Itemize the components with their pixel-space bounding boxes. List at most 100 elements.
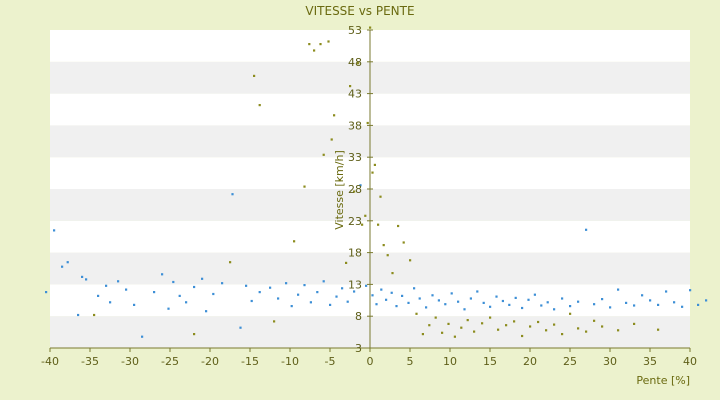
- data-point: [81, 275, 84, 278]
- data-point: [53, 229, 56, 232]
- data-point: [457, 300, 460, 303]
- data-point: [697, 303, 700, 306]
- y-tick-label: 3: [355, 342, 362, 355]
- data-point: [201, 277, 204, 280]
- data-point: [460, 326, 463, 329]
- x-tick-label: -15: [241, 355, 259, 368]
- x-tick-label: -35: [81, 355, 99, 368]
- data-point: [239, 326, 242, 329]
- x-tick-label: 15: [483, 355, 497, 368]
- data-point: [313, 49, 316, 52]
- data-point: [463, 308, 466, 311]
- data-point: [322, 280, 325, 283]
- data-point: [133, 303, 136, 306]
- data-point: [229, 261, 232, 264]
- data-point: [421, 333, 424, 336]
- data-point: [153, 291, 156, 294]
- x-tick-label: -40: [41, 355, 59, 368]
- data-point: [273, 320, 276, 323]
- data-point: [297, 293, 300, 296]
- data-point: [540, 304, 543, 307]
- data-point: [141, 335, 144, 338]
- data-point: [345, 261, 348, 264]
- data-point: [293, 240, 296, 243]
- data-point: [561, 333, 564, 336]
- data-point: [231, 193, 234, 196]
- x-tick-label: -5: [325, 355, 336, 368]
- y-tick-label: 13: [348, 278, 362, 291]
- data-point: [359, 184, 362, 187]
- y-tick-label: 33: [348, 151, 362, 164]
- data-point: [407, 301, 410, 304]
- data-point: [553, 323, 556, 326]
- data-point: [609, 306, 612, 309]
- data-point: [97, 294, 100, 297]
- data-point: [561, 297, 564, 300]
- data-point: [466, 319, 469, 322]
- data-point: [308, 43, 311, 46]
- data-point: [205, 310, 208, 313]
- data-point: [473, 330, 476, 333]
- data-point: [482, 301, 485, 304]
- data-point: [585, 228, 588, 231]
- data-point: [346, 300, 349, 303]
- data-point: [349, 85, 352, 88]
- x-tick-label: -10: [281, 355, 299, 368]
- data-point: [447, 322, 450, 325]
- data-point: [371, 294, 374, 297]
- data-point: [258, 291, 261, 294]
- data-point: [185, 301, 188, 304]
- data-point: [453, 335, 456, 338]
- data-point: [382, 244, 385, 247]
- data-point: [665, 290, 668, 293]
- data-point: [66, 261, 69, 264]
- x-tick-label: 0: [367, 355, 374, 368]
- data-point: [178, 294, 181, 297]
- data-point: [585, 330, 588, 333]
- data-point: [569, 312, 572, 315]
- x-tick-label: -20: [201, 355, 219, 368]
- data-point: [330, 138, 333, 141]
- data-point: [386, 254, 389, 257]
- x-tick-label: -25: [161, 355, 179, 368]
- data-point: [390, 291, 393, 294]
- data-point: [537, 320, 540, 324]
- data-points: [45, 26, 708, 338]
- data-point: [705, 299, 708, 302]
- data-point: [212, 292, 215, 296]
- x-tick-label: 35: [643, 355, 657, 368]
- data-point: [413, 287, 416, 290]
- data-point: [109, 301, 112, 304]
- data-point: [45, 291, 48, 294]
- data-point: [476, 290, 479, 293]
- data-point: [402, 241, 405, 244]
- data-point: [373, 163, 376, 166]
- data-point: [533, 293, 536, 296]
- data-point: [303, 284, 306, 287]
- data-point: [649, 299, 652, 302]
- data-point: [338, 179, 341, 182]
- y-axis-label: Vitesse [km/h]: [333, 150, 346, 230]
- data-point: [371, 171, 374, 174]
- data-point: [193, 285, 196, 289]
- data-point: [309, 301, 312, 304]
- axes: [49, 29, 691, 352]
- data-point: [397, 224, 400, 228]
- data-point: [316, 291, 319, 294]
- data-point: [341, 287, 344, 290]
- data-point: [501, 299, 504, 303]
- y-tick-label: 38: [348, 119, 362, 132]
- data-point: [193, 333, 196, 336]
- x-tick-label: 10: [443, 355, 457, 368]
- data-point: [380, 288, 383, 291]
- data-point: [441, 331, 444, 334]
- data-point: [617, 329, 620, 332]
- data-point: [521, 334, 524, 338]
- x-tick-label: 30: [603, 355, 617, 368]
- data-point: [444, 303, 447, 306]
- x-tick-label: 5: [407, 355, 414, 368]
- data-point: [577, 300, 580, 303]
- data-point: [577, 327, 580, 330]
- data-point: [673, 301, 676, 304]
- data-point: [353, 190, 356, 193]
